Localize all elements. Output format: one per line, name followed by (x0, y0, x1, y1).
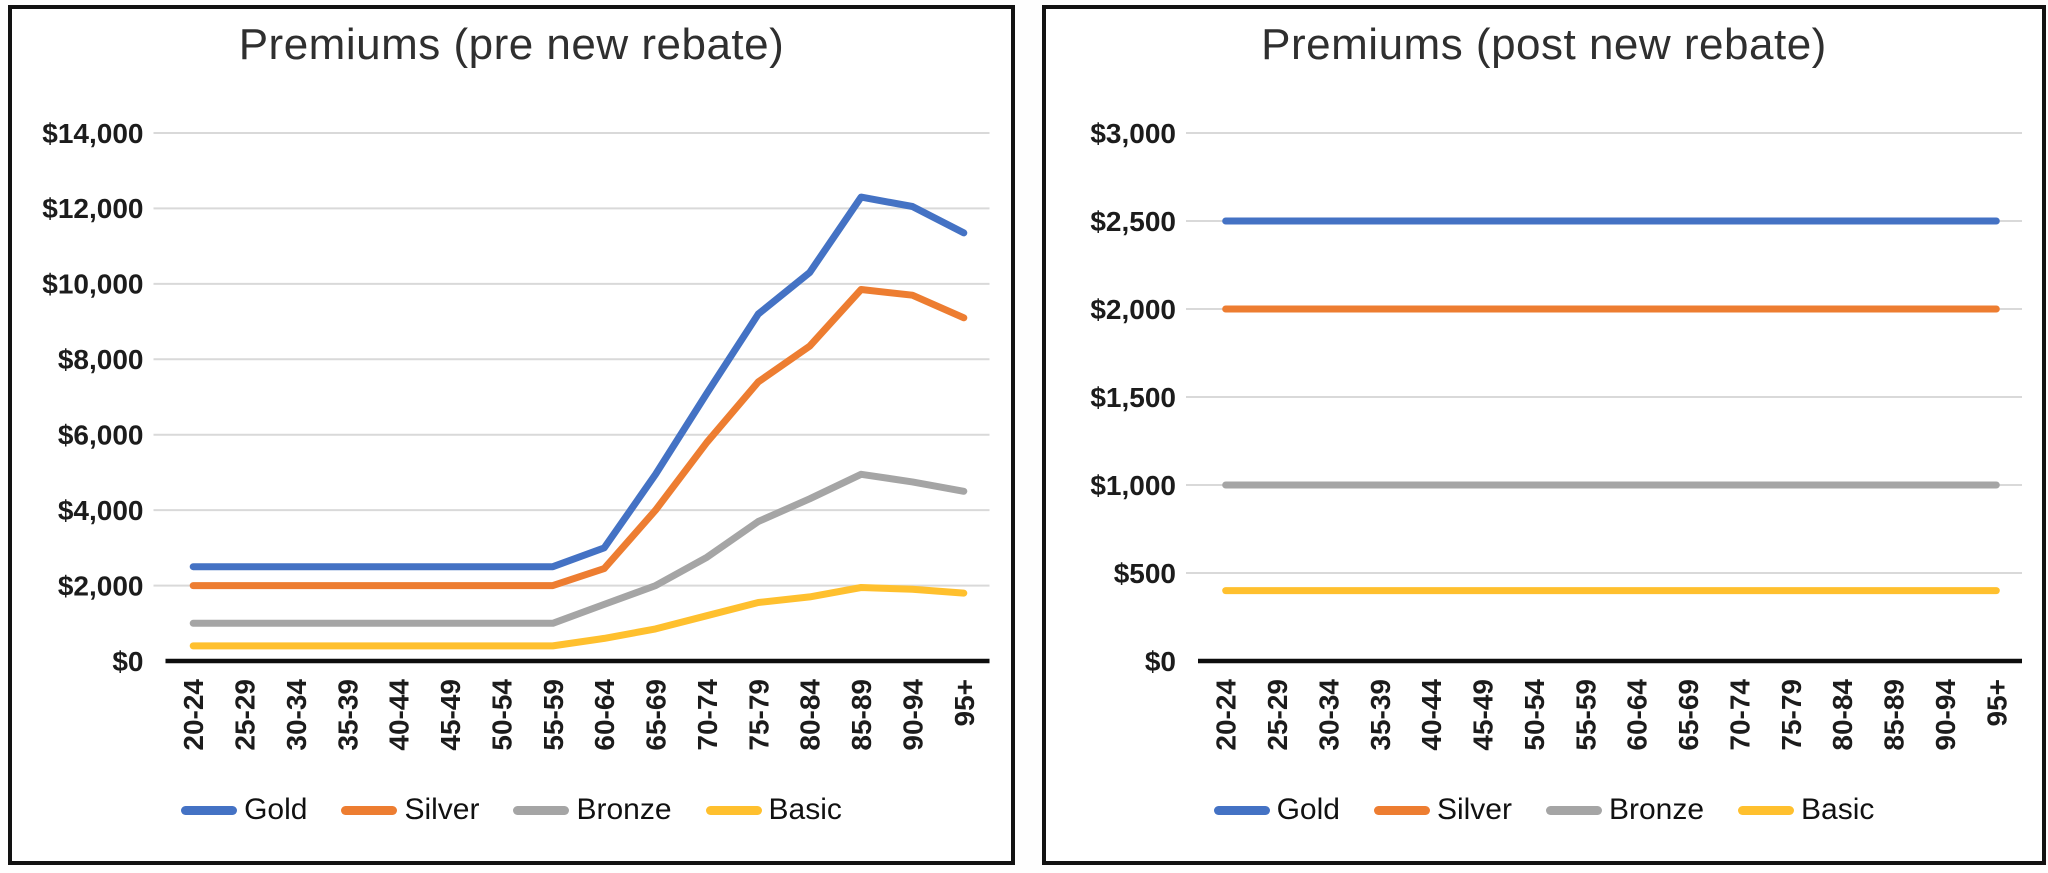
premiums-pre-rebate-panel: Premiums (pre new rebate) $0 $2,000 $4,000… (8, 5, 1015, 865)
svg-text:70-74: 70-74 (1724, 679, 1755, 751)
svg-text:$3,000: $3,000 (1090, 118, 1176, 149)
silver-line-swatch (341, 805, 398, 815)
svg-text:50-54: 50-54 (486, 679, 517, 751)
legend-item-bronze: Bronze (1545, 793, 1705, 827)
bronze-line-swatch (1545, 805, 1602, 815)
svg-text:$6,000: $6,000 (58, 420, 144, 451)
svg-text:30-34: 30-34 (1313, 679, 1344, 751)
legend-label-silver: Silver (404, 793, 480, 826)
chart-title-pre: Premiums (pre new rebate) (238, 20, 785, 69)
legend-label-bronze: Bronze (576, 793, 672, 826)
basic-line-swatch (1738, 805, 1795, 815)
svg-text:35-39: 35-39 (1365, 679, 1396, 751)
svg-text:50-54: 50-54 (1519, 679, 1550, 751)
svg-text:$0: $0 (112, 646, 143, 677)
svg-text:$10,000: $10,000 (42, 269, 143, 300)
gold-line-swatch (181, 805, 238, 815)
svg-text:20-24: 20-24 (1211, 679, 1242, 751)
svg-text:75-79: 75-79 (743, 679, 774, 751)
svg-text:20-24: 20-24 (178, 679, 209, 751)
svg-text:25-29: 25-29 (1262, 679, 1293, 751)
svg-text:$2,500: $2,500 (1090, 206, 1176, 237)
svg-text:$1,000: $1,000 (1090, 470, 1176, 501)
svg-text:$2,000: $2,000 (58, 570, 144, 601)
bronze-line-swatch (513, 805, 570, 815)
svg-text:35-39: 35-39 (332, 679, 363, 751)
svg-text:60-64: 60-64 (589, 679, 620, 751)
svg-text:55-59: 55-59 (538, 679, 569, 751)
svg-text:$14,000: $14,000 (42, 118, 143, 149)
svg-text:$500: $500 (1114, 558, 1176, 589)
svg-text:$4,000: $4,000 (58, 495, 144, 526)
legend-label-bronze: Bronze (1608, 793, 1705, 826)
svg-text:40-44: 40-44 (384, 679, 415, 751)
svg-text:$0: $0 (1145, 646, 1176, 677)
svg-text:65-69: 65-69 (641, 679, 672, 751)
svg-text:95+: 95+ (949, 679, 980, 727)
svg-text:65-69: 65-69 (1673, 679, 1704, 751)
legend-label-basic: Basic (1801, 793, 1875, 826)
legend-item-basic: Basic (705, 793, 842, 827)
gold-line-swatch (1213, 805, 1270, 815)
legend-label-basic: Basic (768, 793, 842, 826)
premiums-post-rebate-panel: Premiums (post new rebate) $0 $500 $1,000 $… (1042, 5, 2046, 865)
silver-line-swatch (1373, 805, 1430, 815)
svg-text:$12,000: $12,000 (42, 193, 143, 224)
svg-text:90-94: 90-94 (1930, 679, 1961, 751)
basic-line-swatch (705, 805, 762, 815)
svg-text:90-94: 90-94 (897, 679, 928, 751)
svg-text:$1,500: $1,500 (1090, 382, 1176, 413)
svg-text:60-64: 60-64 (1622, 679, 1653, 751)
svg-text:80-84: 80-84 (1827, 679, 1858, 751)
svg-text:45-49: 45-49 (435, 679, 466, 751)
svg-text:25-29: 25-29 (230, 679, 261, 751)
svg-text:85-89: 85-89 (1879, 679, 1910, 751)
line-chart-pre-rebate: $0 $2,000 $4,000 $6,000 $8,000 $10,000 $12,000… (42, 118, 990, 751)
legend-item-bronze: Bronze (513, 793, 672, 827)
svg-text:70-74: 70-74 (692, 679, 723, 751)
svg-text:$8,000: $8,000 (58, 344, 144, 375)
svg-text:55-59: 55-59 (1570, 679, 1601, 751)
legend-label-gold: Gold (244, 793, 308, 826)
svg-text:$2,000: $2,000 (1090, 294, 1176, 325)
svg-text:40-44: 40-44 (1416, 679, 1447, 751)
legend-item-gold: Gold (1213, 793, 1340, 827)
chart-title-post: Premiums (post new rebate) (1261, 20, 1827, 69)
chart-legend-post: Gold Silver Bronze Basic (1046, 771, 2042, 861)
svg-text:30-34: 30-34 (281, 679, 312, 751)
legend-item-gold: Gold (181, 793, 307, 827)
svg-text:80-84: 80-84 (795, 679, 826, 751)
svg-text:45-49: 45-49 (1468, 679, 1499, 751)
legend-item-silver: Silver (1373, 793, 1512, 827)
line-chart-post-rebate: $0 $500 $1,000 $1,500 $2,000 $2,500 $3,000 20-2… (1090, 118, 2022, 751)
svg-text:85-89: 85-89 (846, 679, 877, 751)
legend-item-basic: Basic (1738, 793, 1874, 827)
legend-item-silver: Silver (341, 793, 479, 827)
legend-label-gold: Gold (1276, 793, 1340, 826)
legend-label-silver: Silver (1436, 793, 1512, 826)
svg-text:75-79: 75-79 (1776, 679, 1807, 751)
svg-text:95+: 95+ (1981, 679, 2012, 727)
chart-legend-pre: Gold Silver Bronze Basic (12, 771, 1011, 861)
